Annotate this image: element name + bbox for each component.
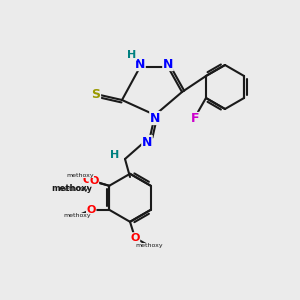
Text: O: O bbox=[130, 233, 140, 243]
Text: methoxy: methoxy bbox=[63, 213, 91, 218]
Text: O: O bbox=[89, 176, 99, 186]
Text: methoxy: methoxy bbox=[58, 186, 88, 192]
Text: H: H bbox=[128, 50, 136, 60]
Text: N: N bbox=[150, 112, 160, 124]
Text: F: F bbox=[191, 112, 199, 125]
Text: S: S bbox=[92, 88, 100, 100]
Text: methoxy: methoxy bbox=[52, 184, 93, 193]
Text: N: N bbox=[142, 136, 152, 148]
Text: O: O bbox=[82, 175, 92, 185]
Text: N: N bbox=[135, 58, 145, 70]
Text: N: N bbox=[163, 58, 173, 70]
Text: O: O bbox=[86, 205, 96, 215]
Text: methoxy: methoxy bbox=[135, 243, 163, 248]
Text: methoxy: methoxy bbox=[66, 173, 94, 178]
Text: H: H bbox=[110, 150, 120, 160]
